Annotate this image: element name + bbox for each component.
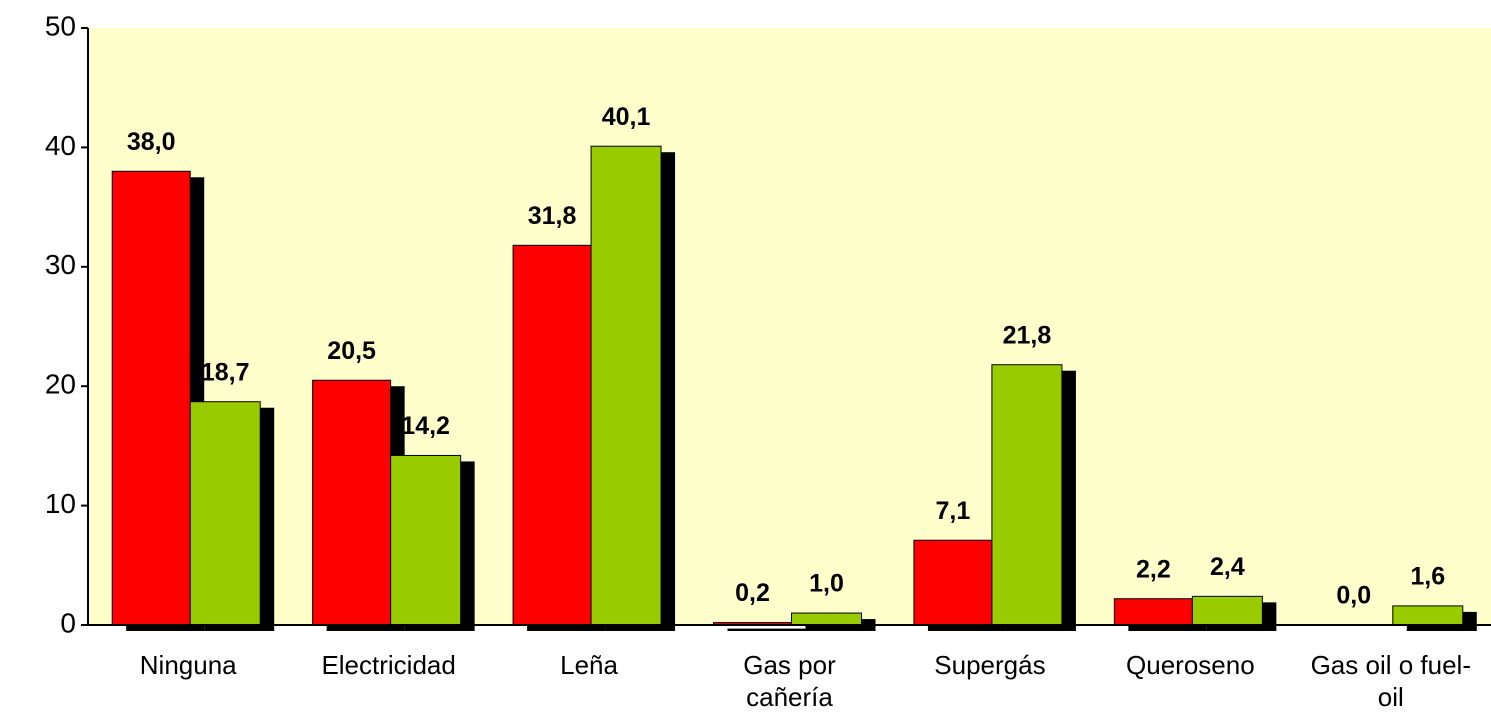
x-tick-label: Electricidad (321, 650, 456, 680)
value-label: 21,8 (1003, 321, 1052, 349)
value-label: 1,0 (809, 570, 844, 598)
bar (1392, 605, 1464, 626)
x-tick-label: Leña (560, 650, 618, 680)
x-tick-label: Ninguna (139, 650, 237, 680)
bar (512, 244, 592, 626)
value-label: 40,1 (602, 103, 651, 131)
x-tick-label: Supergás (934, 650, 1046, 680)
bar (189, 401, 261, 626)
bar (390, 454, 462, 626)
y-tick-label: 10 (45, 488, 76, 519)
y-tick-label: 50 (45, 10, 76, 41)
value-label: 38,0 (127, 128, 176, 156)
value-label: 2,2 (1136, 555, 1171, 583)
y-tick-label: 20 (45, 369, 76, 400)
bar (913, 539, 993, 626)
value-label: 2,4 (1210, 553, 1245, 581)
x-tick-label: Gas oil o fuel-oil (1310, 650, 1471, 712)
value-label: 7,1 (936, 497, 971, 525)
value-label: 0,2 (735, 579, 770, 607)
value-label: 18,7 (201, 358, 250, 386)
value-label: 20,5 (327, 337, 376, 365)
x-tick-label: Gas por cañería (743, 650, 836, 712)
plot-background (88, 28, 1491, 625)
bar (590, 145, 662, 626)
bar (1113, 598, 1193, 626)
y-tick-label: 0 (60, 607, 76, 638)
bar (991, 364, 1063, 626)
bar (1191, 595, 1263, 626)
y-tick-label: 30 (45, 249, 76, 280)
bar (791, 612, 862, 626)
bar (111, 170, 191, 626)
value-label: 31,8 (528, 202, 577, 230)
y-tick-label: 40 (45, 130, 76, 161)
x-tick-label: Queroseno (1126, 650, 1255, 680)
bar (312, 379, 392, 626)
bar-shadow (727, 628, 806, 631)
value-label: 0,0 (1336, 582, 1371, 610)
value-label: 14,2 (401, 412, 450, 440)
value-label: 1,6 (1410, 563, 1445, 591)
